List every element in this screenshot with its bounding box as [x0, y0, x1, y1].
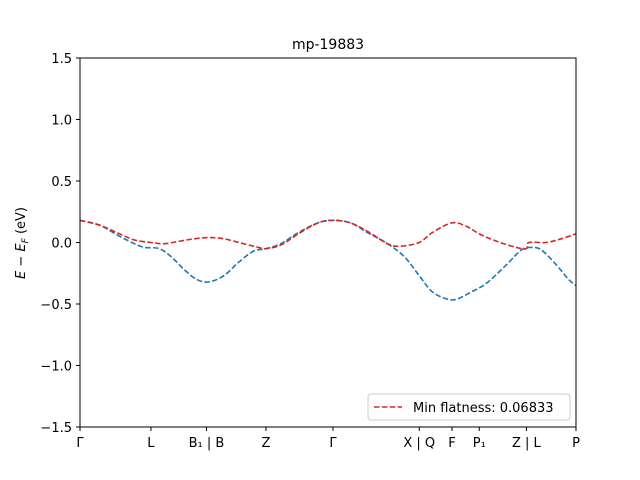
x-tick-label: Γ [329, 436, 337, 451]
legend: Min flatness: 0.06833 [367, 393, 571, 421]
x-tick-label: Z | L [512, 436, 542, 451]
y-tick-label: −0.5 [40, 298, 72, 313]
plot-area [79, 219, 577, 301]
y-axis-label: E − EF (eV) [14, 207, 31, 279]
x-tick-label: P [572, 436, 580, 451]
y-tick-label: −1.5 [40, 421, 72, 436]
y-tick-label: 0.0 [51, 237, 72, 252]
x-tick-label: P₁ [473, 436, 486, 451]
axes: −1.5 −1.0 −0.5 0.0 0.5 1.0 1.5 Γ L B₁ | B Z Γ X | Q F… [40, 52, 580, 451]
band-series-line-2 [79, 219, 577, 250]
y-tick-label: 1.0 [51, 114, 72, 129]
x-tick-label: Γ [76, 436, 84, 451]
x-tick-label: L [147, 436, 155, 451]
chart-title: mp-19883 [292, 37, 364, 53]
x-tick-label: F [448, 436, 455, 451]
band-series-line-1 [79, 219, 577, 301]
y-tick-label: 0.5 [51, 175, 72, 190]
legend-box [367, 393, 571, 421]
y-tick-label: 1.5 [51, 52, 72, 67]
legend-label: Min flatness: 0.06833 [413, 401, 554, 416]
x-tick-label: B₁ | B [189, 436, 225, 451]
x-tick-label: Z [262, 436, 271, 451]
y-tick-label: −1.0 [40, 360, 72, 375]
x-tick-label: X | Q [403, 436, 435, 451]
